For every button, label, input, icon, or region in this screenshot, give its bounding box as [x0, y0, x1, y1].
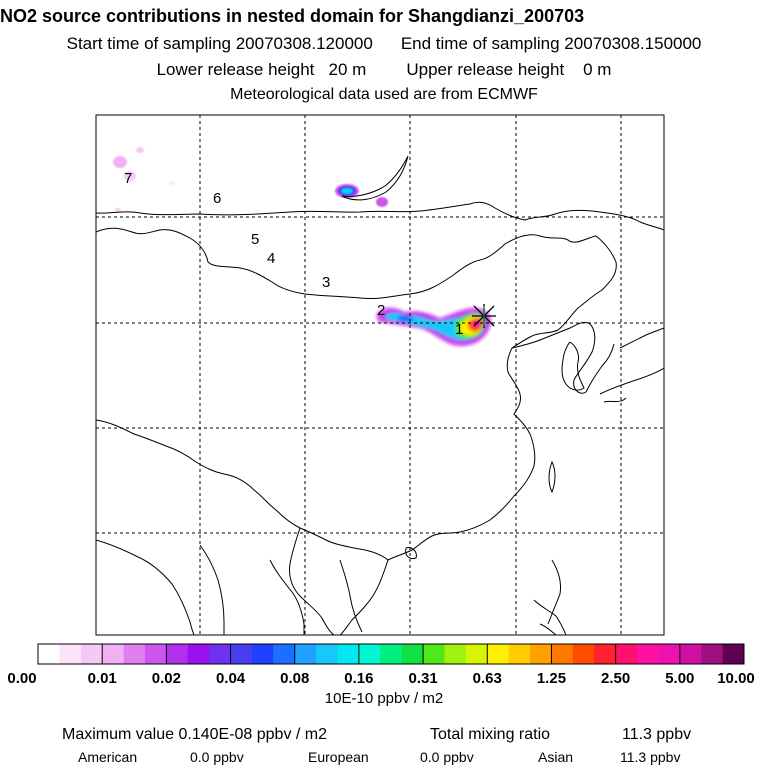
colorbar-swatch: [423, 644, 445, 664]
colorbar-swatch: [316, 644, 339, 664]
map-outlines: [96, 155, 664, 635]
colorbar: [37, 643, 745, 665]
colorbar-swatch: [294, 644, 317, 664]
lat-lon-grid: [96, 115, 664, 635]
time-marker-3: 3: [322, 274, 330, 291]
colorbar-swatch: [187, 644, 210, 664]
colorbar-swatch: [251, 644, 274, 664]
colorbar-swatch: [144, 644, 167, 664]
colorbar-swatch: [679, 644, 702, 664]
colorbar-swatch: [230, 644, 253, 664]
upper-release-label: Upper release height 0 m: [406, 60, 612, 79]
colorbar-swatch: [358, 644, 381, 664]
colorbar-swatch: [102, 644, 125, 664]
colorbar-swatch: [38, 644, 60, 664]
colorbar-swatch: [123, 644, 146, 664]
lower-release-label: Lower release height 20 m: [156, 60, 367, 79]
colorbar-swatch: [59, 644, 82, 664]
colorbar-swatch: [701, 644, 724, 664]
sampling-times: Start time of sampling 20070308.120000 En…: [0, 34, 768, 54]
maximum-value-label: Maximum value 0.140E-08 ppbv / m2: [62, 726, 328, 743]
colorbar-tick-label: 0.02: [152, 670, 181, 687]
colorbar-swatch: [80, 644, 103, 664]
asian-label: Asian: [538, 749, 574, 765]
colorbar-swatch: [637, 644, 659, 664]
time-marker-4: 4: [267, 250, 275, 267]
colorbar-tick-label: 0.31: [408, 670, 437, 687]
american-value: 0.0 ppbv: [190, 749, 244, 765]
colorbar-swatch: [166, 644, 189, 664]
colorbar-tick-label: 0.08: [280, 670, 309, 687]
time-marker-7: 7: [124, 170, 132, 187]
colorbar-swatch: [444, 644, 467, 664]
colorbar-swatch: [530, 644, 552, 664]
colorbar-swatch: [508, 644, 531, 664]
colorbar-tick-label: 0.16: [344, 670, 373, 687]
colorbar-tick-label: 2.50: [601, 670, 630, 687]
colorbar-swatch: [658, 644, 681, 664]
colorbar-swatch: [572, 644, 595, 664]
colorbar-tick-labels: 0.00 0.01 0.02 0.04 0.08 0.16 0.31 0.63 1.25 2.50…: [7, 644, 755, 687]
european-label: European: [308, 749, 369, 765]
colorbar-tick-label: 0.04: [216, 670, 246, 687]
total-mixing-label: Total mixing ratio: [430, 726, 551, 743]
time-marker-1: 1: [455, 321, 463, 338]
colorbar-swatch: [273, 644, 296, 664]
american-label: American: [78, 749, 138, 765]
colorbar-tick-label: 0.63: [473, 670, 502, 687]
colorbar-swatch: [722, 644, 745, 664]
time-marker-5: 5: [251, 231, 259, 248]
colorbar-tick-label: 0.00: [7, 670, 36, 687]
concentration-plume: [113, 147, 492, 347]
colorbar-swatch: [551, 644, 574, 664]
colorbar-tick-label: 1.25: [537, 670, 566, 687]
colorbar-tick-label: 0.01: [88, 670, 117, 687]
colorbar-tick-label: 5.00: [665, 670, 694, 687]
colorbar-swatch: [615, 644, 638, 664]
colorbar-swatch: [209, 644, 232, 664]
colorbar-swatch: [594, 644, 617, 664]
start-time-label: Start time of sampling 20070308.120000: [66, 34, 373, 53]
asian-value: 11.3 ppbv: [620, 749, 681, 765]
release-heights: Lower release height 20 m Upper release h…: [0, 60, 768, 80]
total-mixing-value: 11.3 ppbv: [622, 726, 692, 743]
colorbar-swatch: [380, 644, 403, 664]
colorbar-swatch: [401, 644, 424, 664]
met-data-label: Meteorological data used are from ECMWF: [230, 86, 538, 103]
end-time-label: End time of sampling 20070308.150000: [400, 34, 702, 53]
map-frame: [95, 114, 665, 636]
map-title: NO2 source contributions in nested domai…: [0, 6, 585, 26]
colorbar-tick-label: 10.00: [717, 670, 755, 687]
colorbar-swatch: [465, 644, 488, 664]
european-value: 0.0 ppbv: [420, 749, 474, 765]
colorbar-unit: 10E-10 ppbv / m2: [324, 690, 444, 707]
time-marker-2: 2: [377, 302, 385, 319]
time-markers: 1 2 3 4 5 6 7: [124, 170, 463, 338]
colorbar-swatch: [337, 644, 360, 664]
time-marker-6: 6: [213, 190, 221, 207]
colorbar-swatch: [487, 644, 510, 664]
